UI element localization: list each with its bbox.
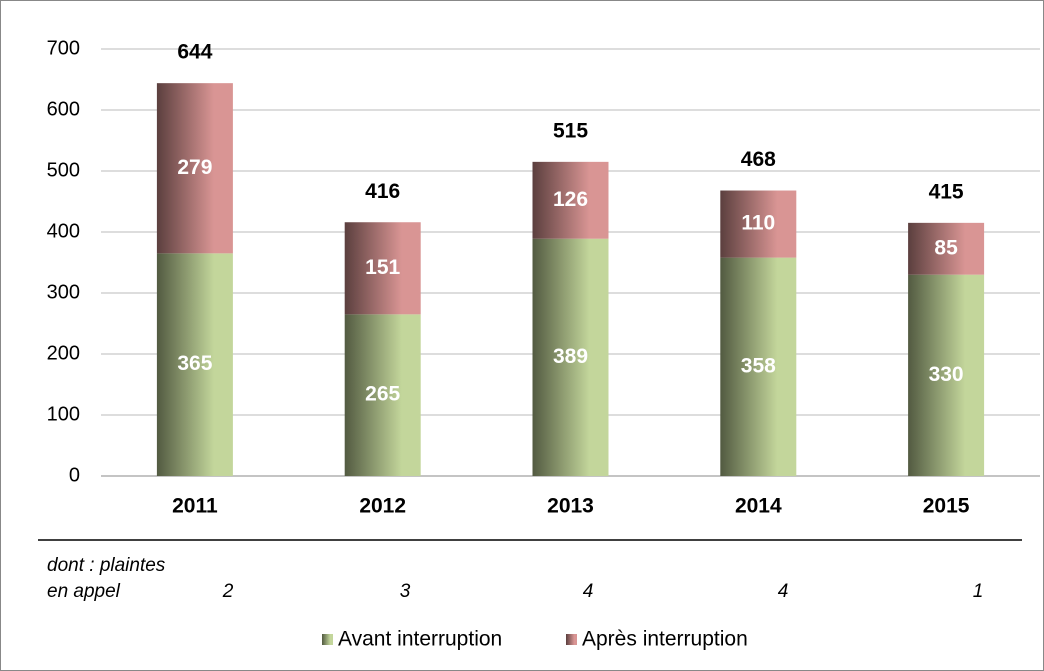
value-label: 85: [934, 236, 958, 259]
total-label: 468: [741, 148, 776, 171]
value-label: 358: [741, 354, 776, 377]
appeal-label: dont : plaintes: [47, 555, 166, 576]
bar-segment: [720, 257, 797, 476]
bar-segment: [532, 161, 609, 239]
y-tick-label: 200: [47, 342, 80, 364]
appeal-value: 4: [778, 581, 789, 602]
value-label: 126: [553, 188, 588, 211]
appeal-value: 2: [222, 581, 234, 602]
value-label: 365: [177, 352, 212, 375]
legend-swatch: [322, 634, 333, 645]
y-tick-label: 0: [69, 464, 80, 486]
legend-swatch: [566, 634, 577, 645]
total-label: 415: [929, 180, 964, 203]
appeal-value: 3: [400, 581, 411, 602]
x-tick-label: 2015: [923, 495, 970, 518]
y-tick-label: 600: [47, 98, 80, 120]
x-tick-label: 2011: [172, 495, 218, 518]
total-label: 416: [365, 180, 400, 203]
appeal-value: 4: [583, 581, 594, 602]
bar-segment: [908, 274, 985, 476]
value-label: 389: [553, 345, 588, 368]
bar-segment: [908, 222, 985, 275]
bar-segment: [156, 253, 233, 476]
y-tick-label: 500: [47, 159, 80, 181]
value-label: 279: [177, 156, 212, 179]
value-label: 265: [365, 383, 400, 406]
value-label: 151: [365, 256, 400, 279]
bar-segment: [156, 83, 233, 254]
appeal-label: en appel: [47, 581, 121, 602]
bar-segment: [532, 238, 609, 476]
y-tick-label: 700: [47, 37, 80, 59]
x-tick-label: 2014: [735, 495, 782, 518]
x-tick-label: 2012: [359, 495, 406, 518]
y-tick-label: 300: [47, 281, 80, 303]
total-label: 515: [553, 119, 588, 142]
appeal-value: 1: [973, 581, 984, 602]
value-label: 330: [929, 363, 964, 386]
y-tick-label: 400: [47, 220, 80, 242]
bar-segment: [344, 314, 421, 476]
bar-segment: [344, 222, 421, 315]
y-tick-label: 100: [47, 403, 80, 425]
total-label: 644: [177, 41, 212, 64]
legend-label: Après interruption: [582, 628, 748, 651]
x-tick-label: 2013: [547, 495, 594, 518]
legend-label: Avant interruption: [338, 628, 502, 651]
value-label: 110: [741, 212, 775, 235]
bar-segment: [720, 190, 797, 258]
